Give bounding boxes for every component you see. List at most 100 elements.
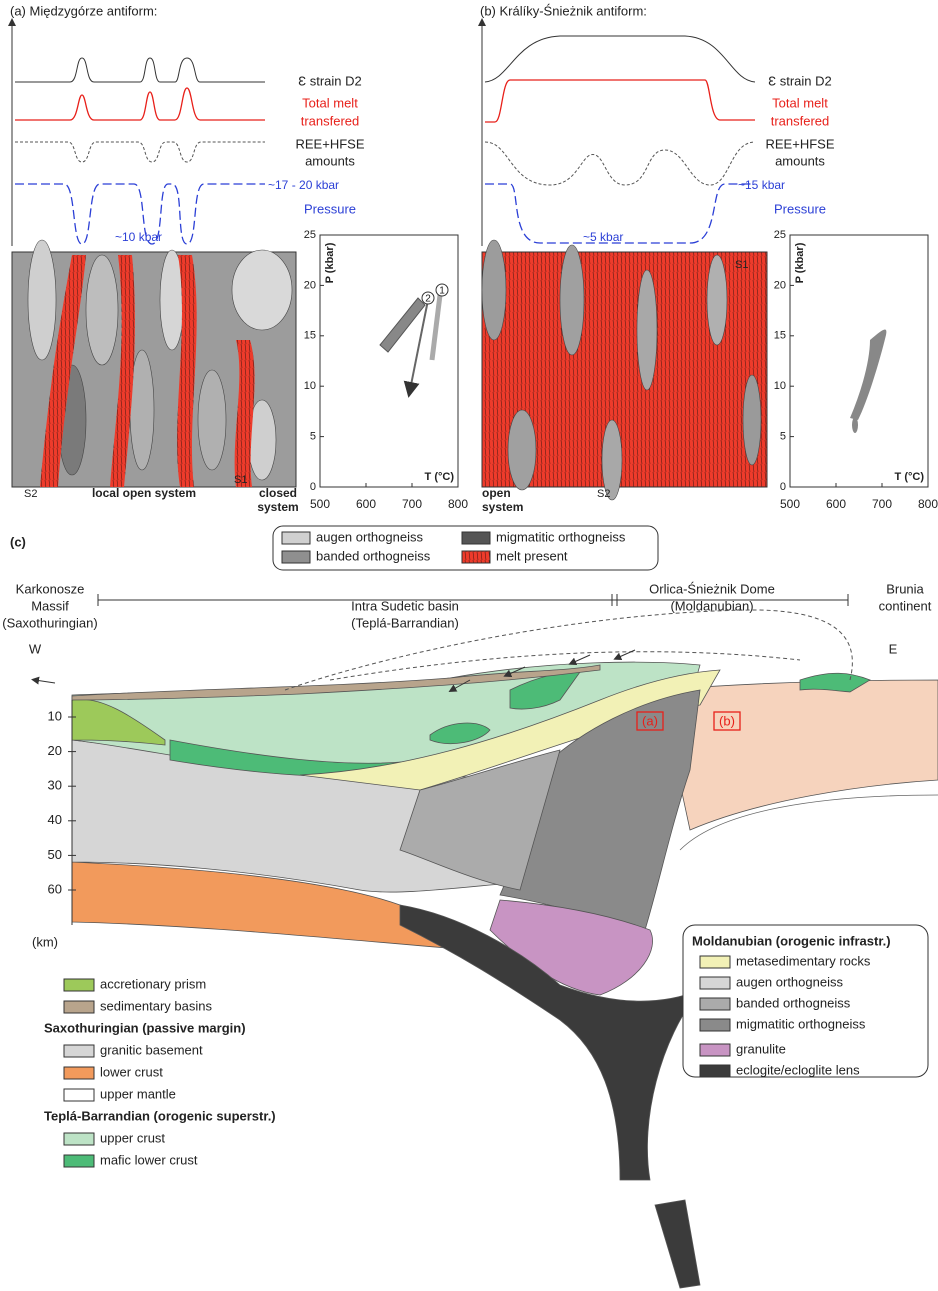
strain-label: Ɛ strain D2 — [768, 73, 831, 88]
legend-label: banded orthogneiss — [316, 548, 431, 563]
pressure-label: Pressure — [774, 201, 826, 216]
x-axis-label: T (°C) — [425, 471, 455, 483]
block-label: system — [482, 500, 523, 514]
legend-label: lower crust — [100, 1064, 163, 1079]
region-label: Karkonosze — [16, 581, 85, 596]
x-tick-label: 600 — [356, 497, 376, 511]
y-tick-label: 20 — [304, 279, 316, 291]
y-axis-label: P (kbar) — [324, 242, 336, 283]
legend-label: accretionary prism — [100, 976, 206, 991]
depth-label: 30 — [48, 778, 62, 793]
figure: (a) Międzygórze antiform:Ɛ strain D2Tota… — [0, 0, 938, 1291]
depth-label: 10 — [48, 708, 62, 723]
depth-label: 40 — [48, 812, 62, 827]
block-label: S2 — [597, 488, 610, 500]
panel-title: (c) — [10, 534, 26, 549]
depth-label: 50 — [48, 847, 62, 862]
ree-label: amounts — [775, 153, 825, 168]
legend-swatch — [462, 551, 490, 563]
strain-curve — [15, 58, 265, 82]
y-tick-label: 10 — [774, 380, 786, 392]
block-label: S1 — [735, 259, 748, 271]
legend-label: migmatitic orthogneiss — [496, 529, 626, 544]
legend-swatch — [64, 1067, 94, 1079]
region-label: Intra Sudetic basin — [351, 598, 459, 613]
pt-path — [850, 330, 886, 420]
legend-label: augen orthogneiss — [316, 529, 423, 544]
gneiss-lens — [508, 410, 536, 490]
legend-swatch — [462, 532, 490, 544]
pt-frame — [320, 235, 458, 487]
legend-swatch — [700, 998, 730, 1010]
melt-curve — [485, 80, 755, 122]
legend-swatch — [64, 1045, 94, 1057]
pressure-label: Pressure — [304, 201, 356, 216]
shear-arrow — [572, 655, 590, 663]
location-label: (b) — [719, 713, 735, 728]
y-tick-label: 15 — [774, 330, 786, 342]
legend-label: mafic lower crust — [100, 1152, 198, 1167]
x-axis-label: T (°C) — [895, 471, 925, 483]
x-tick-label: 800 — [918, 497, 938, 511]
shear-arrow — [35, 680, 55, 683]
block-label: open — [482, 486, 511, 500]
legend-swatch — [64, 1155, 94, 1167]
page: (a) Międzygórze antiform:Ɛ strain D2Tota… — [0, 0, 938, 1291]
pressure-annotation: ~15 kbar — [738, 178, 785, 192]
ree-label: amounts — [305, 153, 355, 168]
legend-swatch — [64, 1133, 94, 1145]
region-label: (Saxothuringian) — [2, 615, 97, 630]
eclogite-slab — [655, 1200, 700, 1288]
y-tick-label: 25 — [774, 229, 786, 241]
legend-swatch — [282, 532, 310, 544]
pressure-annotation: ~17 - 20 kbar — [268, 178, 339, 192]
legend-swatch — [64, 1001, 94, 1013]
legend-swatch — [700, 1019, 730, 1031]
legend-label: upper mantle — [100, 1086, 176, 1101]
region-label: Massif — [31, 598, 69, 613]
y-tick-label: 5 — [310, 431, 316, 443]
path-label: 2 — [425, 294, 431, 305]
depth-unit: (km) — [32, 934, 58, 949]
pt-path — [852, 417, 858, 433]
region-label: Orlica-Śnieżnik Dome — [649, 581, 775, 596]
ree-label: REE+HFSE — [766, 136, 835, 151]
melt-label: Total melt — [772, 95, 828, 110]
y-tick-label: 0 — [310, 481, 316, 493]
y-tick-label: 0 — [780, 481, 786, 493]
melt-label: Total melt — [302, 95, 358, 110]
x-tick-label: 600 — [826, 497, 846, 511]
block-label: S2 — [24, 488, 37, 500]
x-tick-label: 500 — [310, 497, 330, 511]
legend-label: melt present — [496, 548, 568, 563]
legend-swatch — [700, 956, 730, 968]
depth-label: 20 — [48, 743, 62, 758]
melt-label: transfered — [301, 113, 360, 128]
shear-arrow — [617, 650, 635, 658]
gneiss-lens — [232, 250, 292, 330]
gneiss-lens — [707, 255, 727, 345]
legend-swatch — [282, 551, 310, 563]
pt-path — [432, 295, 440, 360]
gneiss-lens — [482, 240, 506, 340]
legend-group-title: Saxothuringian (passive margin) — [44, 1020, 246, 1035]
path-label: 1 — [439, 286, 445, 297]
gneiss-lens — [637, 270, 657, 390]
legend-label: granitic basement — [100, 1042, 203, 1057]
y-tick-label: 25 — [304, 229, 316, 241]
legend-label: migmatitic orthogneiss — [736, 1016, 866, 1031]
y-tick-label: 5 — [780, 431, 786, 443]
block-label: system — [257, 500, 298, 514]
y-axis-label: P (kbar) — [794, 242, 806, 283]
legend-label: augen orthogneiss — [736, 974, 843, 989]
legend-label: upper crust — [100, 1130, 165, 1145]
panel-title: (b) Králíky-Śnieżnik antiform: — [480, 3, 647, 18]
gneiss-lens — [743, 375, 761, 465]
legend-label: eclogite/ecloglite lens — [736, 1062, 860, 1077]
x-tick-label: 800 — [448, 497, 468, 511]
ree-curve — [485, 142, 755, 185]
legend-label: metasedimentary rocks — [736, 953, 871, 968]
pt-frame — [790, 235, 928, 487]
x-tick-label: 700 — [402, 497, 422, 511]
legend-label: granulite — [736, 1041, 786, 1056]
